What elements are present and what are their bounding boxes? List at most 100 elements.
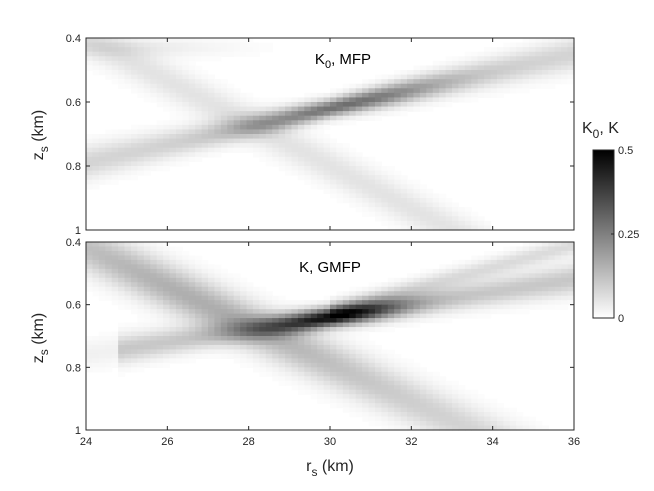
heat-cell	[124, 65, 132, 71]
heat-cell	[400, 367, 408, 373]
heat-cell	[516, 282, 524, 288]
heat-cell	[163, 129, 171, 135]
heat-cell	[150, 79, 158, 85]
heat-cell	[484, 47, 492, 53]
heat-cell	[304, 362, 312, 368]
heat-cell	[400, 211, 408, 217]
heat-cell	[304, 389, 312, 395]
heat-cell	[304, 309, 312, 315]
heat-cell	[362, 102, 370, 108]
heat-cell	[240, 282, 248, 288]
heat-cell	[368, 358, 376, 364]
heat-cell	[355, 207, 363, 213]
heat-cell	[381, 412, 389, 418]
heat-cell	[98, 344, 106, 351]
heat-cell	[561, 250, 569, 257]
heat-cell	[195, 336, 203, 342]
heat-cell	[272, 147, 280, 153]
heat-cell	[413, 97, 421, 103]
heat-cell	[98, 367, 106, 373]
heat-cell	[291, 371, 299, 377]
heat-cell	[432, 220, 440, 227]
heat-cell	[86, 42, 94, 48]
heat-cell	[105, 268, 113, 274]
heat-cell	[413, 403, 421, 409]
heat-cell	[163, 161, 171, 167]
heat-cell	[426, 394, 434, 400]
heat-cell	[111, 250, 119, 257]
heat-cell	[509, 425, 517, 431]
heat-cell	[439, 97, 447, 103]
heat-cell	[201, 143, 209, 149]
heat-cell	[387, 313, 395, 319]
heat-cell	[182, 60, 190, 67]
heat-cell	[407, 376, 415, 382]
heat-cell	[304, 179, 312, 185]
heat-cell	[419, 291, 427, 297]
heat-cell	[362, 286, 370, 292]
heat-cell	[227, 304, 235, 310]
heat-cell	[464, 421, 472, 427]
heat-cell	[124, 336, 132, 342]
heat-cell	[503, 291, 511, 297]
heat-cell	[208, 38, 216, 44]
heat-cell	[272, 138, 280, 144]
heat-cell	[169, 273, 177, 279]
heat-cell	[554, 304, 562, 310]
heat-cell	[156, 138, 164, 144]
heat-cell	[130, 291, 138, 297]
heat-cell	[143, 353, 151, 359]
heat-cell	[529, 250, 537, 257]
heat-cell	[188, 336, 196, 342]
heat-cell	[362, 407, 370, 413]
heat-cell	[535, 300, 543, 306]
heat-cell	[529, 242, 537, 248]
heat-cell	[471, 421, 479, 427]
heat-cell	[452, 259, 460, 265]
heat-cell	[150, 70, 158, 76]
heat-cell	[278, 124, 286, 131]
heat-cell	[150, 259, 158, 265]
heat-cell	[111, 60, 119, 67]
heat-cell	[150, 336, 158, 342]
heat-cell	[252, 318, 260, 324]
heat-cell	[124, 327, 132, 333]
heat-cell	[92, 273, 100, 279]
heat-cell	[310, 138, 318, 144]
heat-cell	[98, 340, 106, 346]
heat-cell	[92, 56, 100, 62]
heat-cell	[330, 170, 338, 176]
heat-cell	[509, 255, 517, 261]
heat-cell	[554, 70, 562, 76]
heat-cell	[175, 161, 183, 167]
heat-cell	[92, 166, 100, 172]
heat-cell	[304, 313, 312, 319]
heat-cell	[452, 74, 460, 80]
heat-cell	[554, 291, 562, 297]
heat-cell	[374, 309, 382, 315]
heat-cell	[105, 242, 113, 248]
heat-cell	[150, 309, 158, 315]
heat-cell	[477, 407, 485, 413]
heat-cell	[304, 124, 312, 131]
heat-cell	[439, 264, 447, 270]
heat-cell	[143, 349, 151, 355]
heat-cell	[362, 207, 370, 213]
heat-cell	[432, 304, 440, 310]
heat-cell	[246, 111, 254, 117]
heat-cell	[208, 336, 216, 342]
heat-cell	[297, 331, 305, 337]
heat-cell	[400, 97, 408, 103]
heat-cell	[413, 92, 421, 99]
heat-cell	[317, 115, 325, 121]
heat-cell	[509, 295, 517, 301]
heat-cell	[535, 286, 543, 292]
heat-cell	[362, 97, 370, 103]
heat-cell	[541, 250, 549, 257]
heat-cell	[509, 259, 517, 265]
heat-cell	[477, 291, 485, 297]
heat-cell	[432, 416, 440, 422]
heat-cell	[130, 367, 138, 373]
heat-cell	[336, 188, 344, 195]
heat-cell	[304, 336, 312, 342]
